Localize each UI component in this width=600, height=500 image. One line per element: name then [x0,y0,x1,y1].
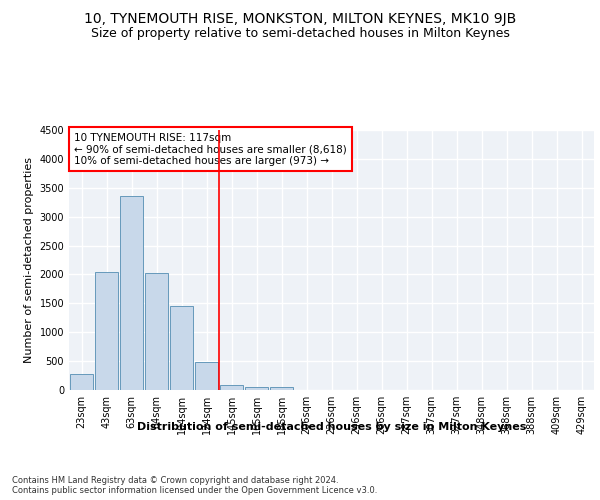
Text: 10, TYNEMOUTH RISE, MONKSTON, MILTON KEYNES, MK10 9JB: 10, TYNEMOUTH RISE, MONKSTON, MILTON KEY… [84,12,516,26]
Text: Contains HM Land Registry data © Crown copyright and database right 2024.
Contai: Contains HM Land Registry data © Crown c… [12,476,377,495]
Bar [170,306,193,390]
Text: 10 TYNEMOUTH RISE: 117sqm
← 90% of semi-detached houses are smaller (8,618)
10% : 10 TYNEMOUTH RISE: 117sqm ← 90% of semi-… [74,132,347,166]
Bar [95,272,118,390]
Bar [245,387,268,390]
Bar [119,196,143,390]
Text: Distribution of semi-detached houses by size in Milton Keynes: Distribution of semi-detached houses by … [137,422,526,432]
Bar [269,387,293,390]
Bar [220,386,244,390]
Text: Size of property relative to semi-detached houses in Milton Keynes: Size of property relative to semi-detach… [91,28,509,40]
Y-axis label: Number of semi-detached properties: Number of semi-detached properties [24,157,34,363]
Bar [145,274,169,390]
Bar [70,374,94,390]
Bar [194,362,218,390]
